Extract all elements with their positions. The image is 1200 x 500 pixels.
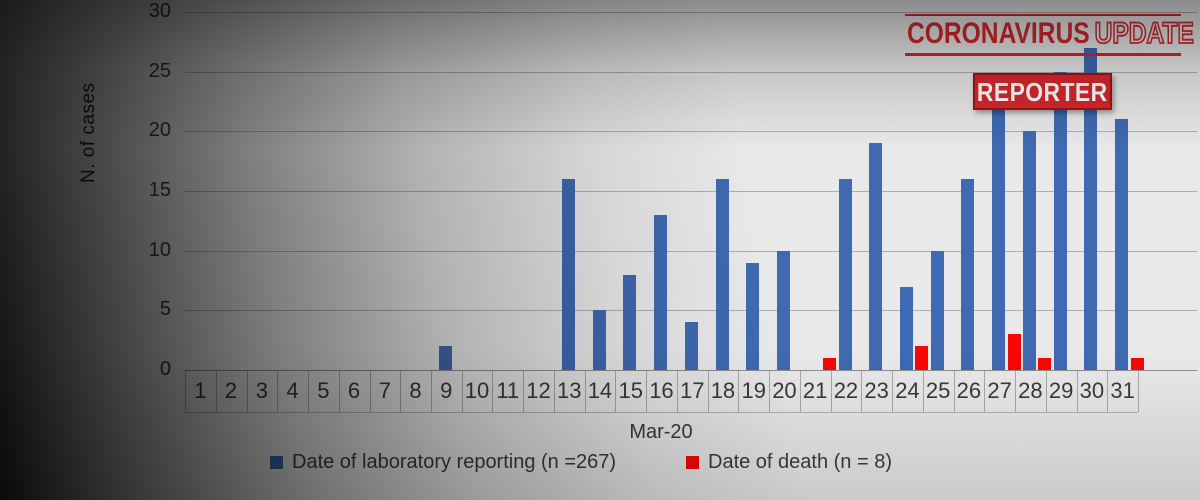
bar-blue-day-19 <box>746 262 760 370</box>
bar-red-day-28 <box>1038 358 1052 370</box>
bar-blue-day-22 <box>838 179 852 370</box>
x-axis-tick-label: 7 <box>378 378 391 403</box>
x-axis-tick-label: 31 <box>1110 378 1135 403</box>
x-axis-strip-bottom-rule <box>185 412 1138 413</box>
x-axis-tick-label: 14 <box>587 378 613 403</box>
x-axis-tick-label: 2 <box>224 378 238 403</box>
logo-top-rule <box>905 14 1181 16</box>
x-axis-tick-label: 30 <box>1079 378 1105 403</box>
logo-bottom-rule <box>905 53 1181 56</box>
y-axis-tick-label: 0 <box>159 358 171 380</box>
bar-red-day-21 <box>823 358 837 370</box>
x-axis-tick-label: 23 <box>864 378 889 403</box>
x-axis-tick-label: 17 <box>679 378 705 403</box>
bar-blue-day-29 <box>1053 71 1067 370</box>
gridline-y-5 <box>185 310 1197 312</box>
x-axis-tick-label: 18 <box>710 378 736 403</box>
reporter-badge: REPORTER <box>973 73 1112 110</box>
bar-blue-day-27 <box>992 95 1006 370</box>
bar-blue-day-31 <box>1115 119 1129 370</box>
bar-blue-day-26 <box>961 179 975 370</box>
bar-blue-day-20 <box>777 250 790 370</box>
bar-blue-day-25 <box>930 250 944 370</box>
coronavirus-update-logo: CORONAVIRUS UPDATE <box>905 11 1195 57</box>
x-axis-tick-label: 10 <box>464 378 490 403</box>
x-axis-title: Mar-20 <box>629 421 693 443</box>
bar-blue-day-28 <box>1022 131 1036 370</box>
gridline-y-10 <box>185 250 1197 252</box>
x-axis-tick-label: 3 <box>255 378 268 403</box>
x-axis-tick-label: 26 <box>956 378 982 403</box>
x-axis-tick-label: 27 <box>987 378 1012 403</box>
gridline-y-20 <box>185 131 1197 133</box>
x-axis-tick-label: 4 <box>286 378 299 403</box>
bar-blue-day-17 <box>684 322 698 370</box>
x-axis-tick-label: 25 <box>925 378 951 403</box>
bar-red-day-24 <box>915 346 929 370</box>
y-axis-tick-label: 25 <box>148 59 171 82</box>
x-axis-tick-label: 16 <box>649 378 674 403</box>
x-axis-tick-label: 11 <box>496 378 520 403</box>
x-axis-tick-label: 13 <box>556 378 582 403</box>
y-axis-tick-label: 20 <box>148 119 171 142</box>
x-axis-tick-label: 22 <box>833 378 859 403</box>
bar-blue-day-15 <box>623 274 637 370</box>
legend-swatch-red <box>686 456 699 469</box>
bar-blue-day-16 <box>654 214 667 370</box>
x-axis-tick-label: 24 <box>895 378 920 403</box>
bar-blue-day-13 <box>561 179 575 370</box>
bar-blue-day-23 <box>869 143 883 370</box>
reporter-badge-label: REPORTER <box>977 76 1108 107</box>
x-axis-tick-label: 9 <box>440 378 453 403</box>
x-axis-tick-label: 29 <box>1048 378 1074 403</box>
logo-title-strong: CORONAVIRUS <box>907 17 1090 50</box>
legend-swatch-blue <box>270 456 283 469</box>
logo-title: CORONAVIRUS UPDATE <box>907 17 1195 51</box>
x-axis-tick-label: 15 <box>618 378 643 403</box>
legend-label-lab-reporting: Date of laboratory reporting (n =267) <box>292 451 617 473</box>
bar-blue-day-18 <box>715 179 729 370</box>
x-axis-tick-label: 21 <box>802 378 828 403</box>
bar-blue-day-9 <box>438 346 452 370</box>
x-axis-tick-label: 12 <box>526 378 551 403</box>
bar-blue-day-14 <box>592 310 606 370</box>
y-axis-tick-label: 15 <box>148 179 171 201</box>
x-axis-tick-separator <box>1138 371 1139 412</box>
x-axis-tick-label: 19 <box>741 378 766 403</box>
legend-item-lab-reporting: Date of laboratory reporting (n =267) <box>270 451 616 474</box>
x-axis-tick-label: 8 <box>409 378 422 403</box>
legend-label-deaths: Date of death (n = 8) <box>708 451 893 473</box>
y-axis-tick-label: 10 <box>148 238 171 261</box>
x-axis-tick-label: 20 <box>772 378 797 403</box>
x-axis-tick-label: 1 <box>194 378 207 403</box>
x-axis-tick-label: 28 <box>1018 378 1043 403</box>
x-axis-tick-label: 6 <box>347 378 361 403</box>
bar-red-day-27 <box>1007 334 1021 370</box>
bar-red-day-31 <box>1130 358 1144 370</box>
y-axis-tick-label: 5 <box>159 298 171 321</box>
legend-item-deaths: Date of death (n = 8) <box>686 451 892 474</box>
x-axis-tick-label: 5 <box>317 378 330 403</box>
logo-title-light: UPDATE <box>1094 17 1195 51</box>
y-axis-tick-label: 30 <box>148 0 171 22</box>
y-axis-title: N. of cases <box>78 82 99 184</box>
gridline-y-15 <box>185 191 1197 192</box>
bar-blue-day-24 <box>899 286 913 370</box>
